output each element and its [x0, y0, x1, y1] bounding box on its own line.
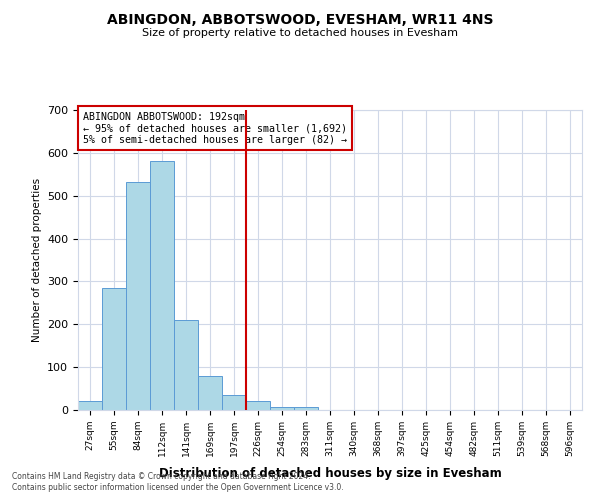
- Bar: [222, 395, 246, 410]
- Bar: [102, 288, 126, 410]
- Text: ABINGDON, ABBOTSWOOD, EVESHAM, WR11 4NS: ABINGDON, ABBOTSWOOD, EVESHAM, WR11 4NS: [107, 12, 493, 26]
- Bar: [294, 407, 318, 410]
- Bar: [198, 376, 222, 410]
- Text: Size of property relative to detached houses in Evesham: Size of property relative to detached ho…: [142, 28, 458, 38]
- Bar: [246, 400, 270, 410]
- Bar: [270, 406, 294, 410]
- Text: ABINGDON ABBOTSWOOD: 192sqm
← 95% of detached houses are smaller (1,692)
5% of s: ABINGDON ABBOTSWOOD: 192sqm ← 95% of det…: [83, 112, 347, 144]
- Bar: [126, 182, 150, 410]
- Text: Contains public sector information licensed under the Open Government Licence v3: Contains public sector information licen…: [12, 484, 344, 492]
- Bar: [174, 320, 198, 410]
- Y-axis label: Number of detached properties: Number of detached properties: [32, 178, 41, 342]
- Bar: [78, 400, 102, 410]
- Bar: [150, 162, 174, 410]
- Text: Contains HM Land Registry data © Crown copyright and database right 2024.: Contains HM Land Registry data © Crown c…: [12, 472, 311, 481]
- X-axis label: Distribution of detached houses by size in Evesham: Distribution of detached houses by size …: [158, 467, 502, 480]
